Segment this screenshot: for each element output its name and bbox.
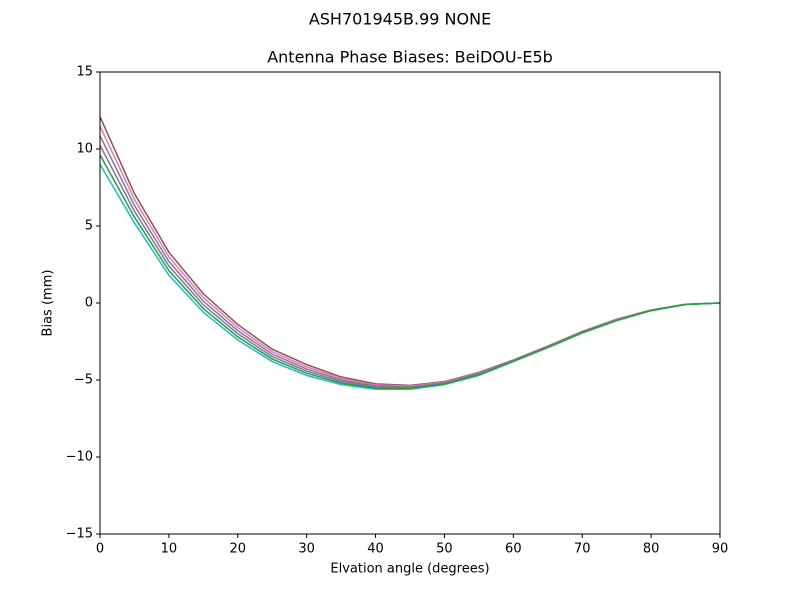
x-tick-label: 60 [505,542,522,557]
series-line [99,135,721,388]
x-tick-label: 40 [367,542,384,557]
plot-frame [99,71,721,535]
x-tick-label: 10 [161,542,178,557]
y-tick-label: 10 [76,142,93,157]
series-line [99,154,721,390]
y-tick-label: −10 [66,450,93,465]
y-tick-label: −5 [74,373,93,388]
x-tick-label: 70 [574,542,591,557]
series-line [99,144,721,389]
y-tick-label: 0 [85,296,93,311]
x-tick-label: 30 [298,542,315,557]
y-tick-label: −15 [66,527,93,542]
chart-title: Antenna Phase Biases: BeiDOU-E5b [267,48,553,67]
x-tick-label: 80 [643,542,660,557]
suptitle: ASH701945B.99 NONE [309,10,491,29]
series-line [99,164,721,390]
x-tick-label: 0 [96,542,104,557]
x-axis-label: Elvation angle (degrees) [330,562,489,577]
series-line [99,125,721,387]
x-tick-label: 90 [712,542,729,557]
y-tick-label: 5 [85,219,93,234]
y-tick-label: 15 [76,65,93,80]
y-axis-label: Bias (mm) [41,270,56,337]
x-tick-label: 20 [230,542,247,557]
x-tick-label: 50 [436,542,453,557]
series-line [99,116,721,387]
